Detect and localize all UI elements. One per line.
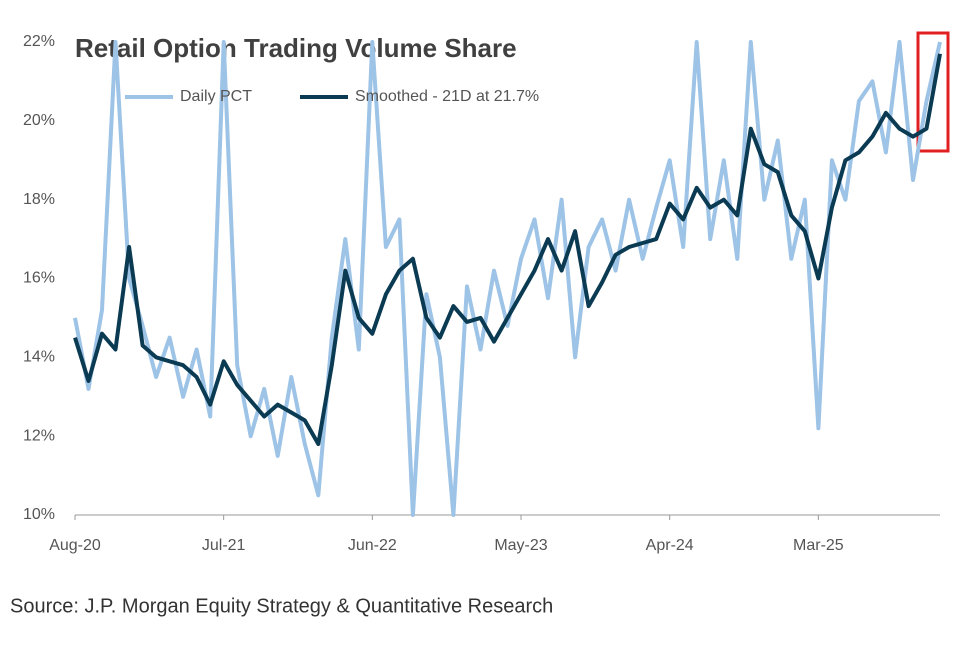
x-tick-label: Apr-24 bbox=[646, 537, 694, 554]
source-note: Source: J.P. Morgan Equity Strategy & Qu… bbox=[10, 595, 553, 617]
highlight-box bbox=[916, 31, 950, 153]
series-line bbox=[73, 40, 942, 517]
legend-label: Daily PCT bbox=[180, 88, 252, 105]
x-tick-label: Aug-20 bbox=[49, 537, 101, 554]
y-tick-label: 10% bbox=[23, 506, 55, 523]
y-tick-label: 22% bbox=[23, 33, 55, 50]
x-tick-label: May-23 bbox=[494, 537, 547, 554]
y-tick-label: 12% bbox=[23, 427, 55, 444]
y-tick-label: 14% bbox=[23, 349, 55, 366]
chart-title: Retail Option Trading Volume Share bbox=[75, 33, 517, 63]
x-tick-label: Mar-25 bbox=[793, 537, 844, 554]
series-line bbox=[73, 53, 942, 446]
y-tick-label: 16% bbox=[23, 270, 55, 287]
x-tick-label: Jul-21 bbox=[202, 537, 246, 554]
y-tick-label: 20% bbox=[23, 112, 55, 129]
y-tick-label: 18% bbox=[23, 191, 55, 208]
legend-label: Smoothed - 21D at 21.7% bbox=[355, 88, 539, 105]
x-tick-label: Jun-22 bbox=[348, 537, 397, 554]
